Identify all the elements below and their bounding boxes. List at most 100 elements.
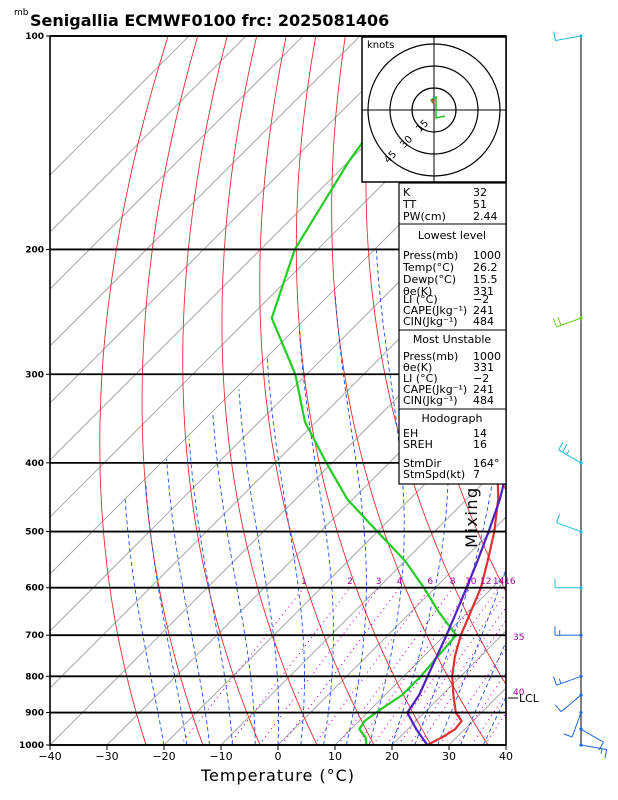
most-unstable-rows: Most Unstable Press(mb) 1000 θe(K) 331 L… (403, 333, 501, 407)
mu-press-value: 1000 (473, 350, 501, 363)
wind-barb-half-flag (558, 678, 562, 684)
mixing-ratio-line (439, 647, 506, 745)
wind-barb-flag (562, 444, 568, 453)
temperature-tick-label: −20 (152, 750, 175, 763)
ll-li-label: LI (°C) (403, 293, 438, 306)
wind-barb-flag (553, 31, 556, 41)
k-value: 32 (473, 186, 487, 199)
isotherm-line (220, 459, 506, 745)
wind-barb-staff (556, 522, 582, 533)
hodograph-ring-30 (389, 65, 479, 155)
mu-thetae-value: 331 (473, 361, 494, 374)
mixing-ratio-tick-label: 3 (376, 577, 382, 587)
hodograph-ring-15 (411, 87, 457, 133)
wind-barb-flag (553, 318, 558, 328)
ll-press-value: 1000 (473, 249, 501, 262)
mixing-ratio-tick-label: 1 (301, 577, 307, 587)
pressure-tick-label: 100 (25, 32, 44, 42)
mu-li-value: −2 (473, 372, 489, 385)
mixing-ratio-line (456, 671, 506, 745)
wind-barb (556, 514, 583, 534)
ll-press-label: Press(mb) (403, 249, 458, 262)
mu-cin-label: CIN(Jkg⁻¹) (403, 394, 458, 407)
moist-adiabat (188, 438, 233, 745)
wind-barb-flag (563, 733, 573, 738)
wind-barb-staff (556, 317, 582, 328)
hodograph-trace (429, 95, 446, 119)
mu-cape-label: CAPE(Jkg⁻¹) (403, 383, 467, 396)
moist-adiabat (212, 412, 256, 745)
lcl-marker: LCL (508, 692, 540, 705)
wind-barb (554, 693, 583, 713)
pw-value: 2.44 (473, 210, 498, 223)
hodograph-header: Hodograph (422, 412, 483, 425)
dry-adiabat (182, 36, 261, 745)
mu-press-label: Press(mb) (403, 350, 458, 363)
temperature-tick-label: −40 (38, 750, 61, 763)
temperature-tick-label: 40 (499, 750, 513, 763)
pressure-tick-label: 500 (25, 528, 44, 538)
wind-barb-half-flag (600, 748, 603, 754)
ll-thetae-label: θe(K) (403, 285, 432, 298)
stmdir-value: 164° (473, 457, 500, 470)
wind-barb (554, 578, 583, 590)
pressure-unit: mb (14, 8, 29, 18)
pressure-tick-label: 700 (25, 631, 44, 641)
isotherm-line (50, 36, 304, 290)
sreh-value: 16 (473, 438, 487, 451)
ll-dewp-label: Dewp(°C) (403, 273, 456, 286)
stmdir-label: StmDir (403, 457, 442, 470)
wind-barbs (553, 31, 608, 759)
wind-barb-flag (554, 704, 562, 713)
dry-adiabat (141, 36, 204, 745)
pressure-tick-label: 200 (25, 245, 44, 255)
wind-barb-staff (555, 35, 582, 41)
dry-adiabat (365, 36, 506, 686)
wind-barb (558, 441, 583, 465)
isotherm-line (50, 36, 247, 233)
table-frame (398, 182, 507, 485)
moist-adiabat (145, 481, 188, 745)
ll-cin-label: CIN(Jkg⁻¹) (403, 315, 458, 328)
mixing-ratio-line (418, 619, 506, 745)
temperature-tick-label: 30 (442, 750, 456, 763)
moist-adiabat (238, 389, 280, 745)
hodograph-unit: knots (367, 40, 394, 51)
pressure-tick-label: 1000 (19, 741, 44, 751)
lowest-level-header: Lowest level (418, 229, 486, 242)
wind-barb-half-flag (566, 449, 570, 455)
eh-label: EH (403, 427, 418, 440)
ll-cape-value: 241 (473, 304, 494, 317)
mixing-ratio-line (408, 606, 506, 745)
wind-barb-staff (560, 694, 582, 713)
lcl-label: LCL (519, 692, 540, 705)
mixing-ratio-side-label: 40 (513, 688, 525, 698)
hodograph-ring-45 (367, 43, 501, 177)
x-axis-label: Temperature (°C) (200, 766, 355, 785)
temperature-tick-label: 20 (385, 750, 399, 763)
dry-adiabat (99, 36, 169, 745)
mu-cin-value: 484 (473, 394, 494, 407)
mu-thetae-label: θe(K) (403, 361, 432, 374)
sreh-label: SREH (403, 438, 433, 451)
moist-adiabat (368, 249, 405, 745)
isotherm-line (50, 36, 418, 404)
stmspd-label: StmSpd(kt) (403, 468, 465, 481)
lowest-level-rows: Lowest level Press(mb) 1000 Temp(°C) 26.… (402, 229, 501, 328)
isotherm-line (50, 36, 475, 461)
moist-adiabat (166, 458, 211, 745)
parcel-profile-line (406, 469, 506, 745)
wind-barb (563, 710, 583, 738)
ll-cin-value: 484 (473, 315, 494, 328)
pressure-tick-label: 600 (25, 584, 44, 594)
pressure-tick-label: 400 (25, 459, 44, 469)
wind-barb (553, 31, 583, 41)
mixing-ratio-side-label: 35 (513, 633, 524, 643)
dry-adiabat (259, 36, 375, 745)
wind-barb-staff (558, 449, 582, 464)
tt-value: 51 (473, 198, 487, 211)
wind-barb-flag (558, 441, 564, 451)
isotherm-line (163, 402, 506, 745)
